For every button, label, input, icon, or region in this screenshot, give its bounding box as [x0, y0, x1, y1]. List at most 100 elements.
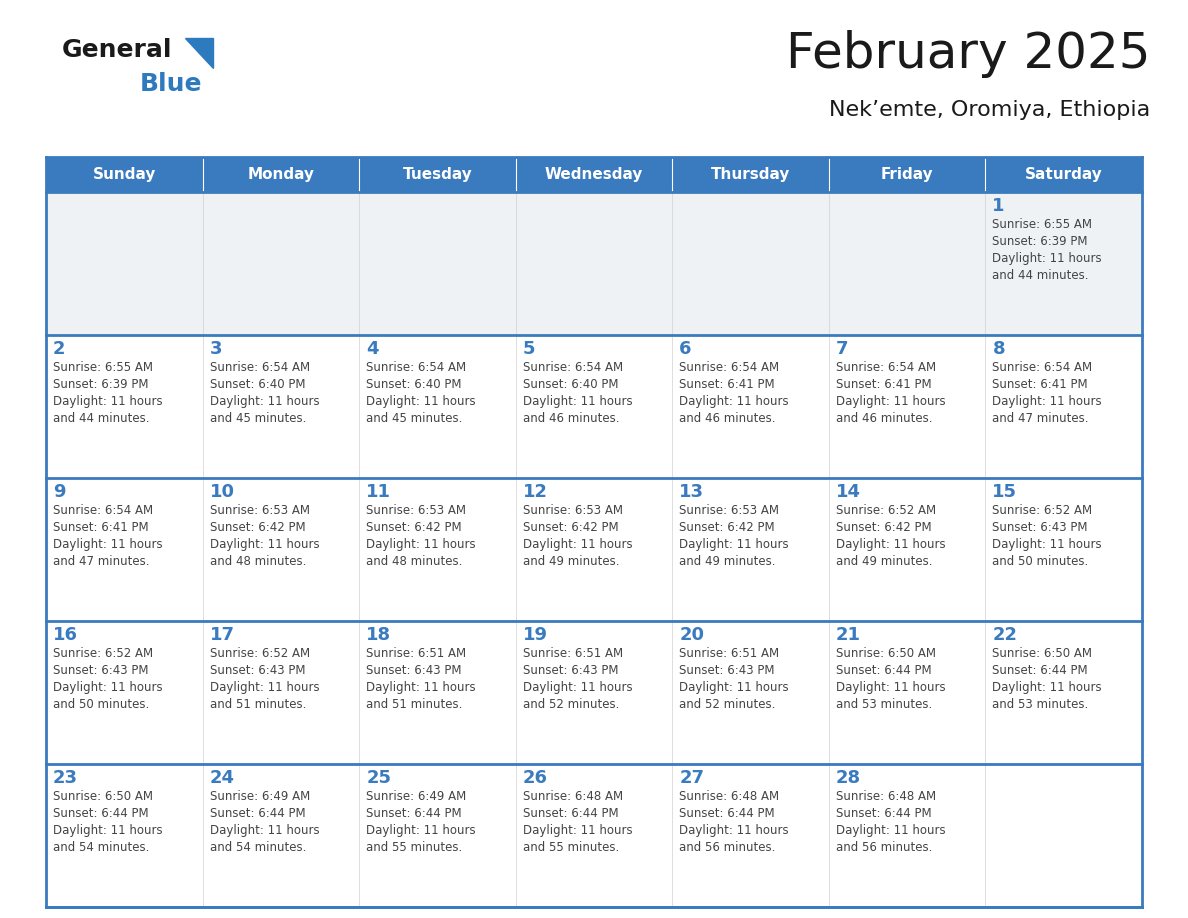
Text: Sunset: 6:43 PM: Sunset: 6:43 PM [366, 664, 462, 677]
Text: and 45 minutes.: and 45 minutes. [366, 412, 462, 425]
Text: Sunrise: 6:48 AM: Sunrise: 6:48 AM [836, 790, 936, 803]
Text: 8: 8 [992, 340, 1005, 358]
Text: Sunset: 6:41 PM: Sunset: 6:41 PM [992, 378, 1088, 391]
Text: and 52 minutes.: and 52 minutes. [523, 698, 619, 711]
Text: 14: 14 [836, 483, 861, 501]
Text: Sunrise: 6:48 AM: Sunrise: 6:48 AM [680, 790, 779, 803]
Text: 12: 12 [523, 483, 548, 501]
Text: Tuesday: Tuesday [403, 167, 473, 182]
Text: Friday: Friday [880, 167, 934, 182]
Text: and 51 minutes.: and 51 minutes. [366, 698, 462, 711]
Text: Daylight: 11 hours: Daylight: 11 hours [53, 824, 163, 837]
Text: and 46 minutes.: and 46 minutes. [523, 412, 619, 425]
Text: Monday: Monday [247, 167, 315, 182]
Text: Daylight: 11 hours: Daylight: 11 hours [992, 681, 1102, 694]
Text: 23: 23 [53, 769, 78, 787]
Text: Sunset: 6:43 PM: Sunset: 6:43 PM [523, 664, 618, 677]
Text: 11: 11 [366, 483, 391, 501]
Text: 24: 24 [209, 769, 234, 787]
Text: Sunrise: 6:53 AM: Sunrise: 6:53 AM [209, 504, 310, 517]
Text: and 53 minutes.: and 53 minutes. [836, 698, 933, 711]
Text: Sunset: 6:41 PM: Sunset: 6:41 PM [53, 521, 148, 534]
Text: February 2025: February 2025 [785, 30, 1150, 78]
Text: Sunrise: 6:53 AM: Sunrise: 6:53 AM [680, 504, 779, 517]
Text: Sunrise: 6:50 AM: Sunrise: 6:50 AM [992, 647, 1093, 660]
Text: Sunset: 6:44 PM: Sunset: 6:44 PM [209, 807, 305, 820]
Text: Daylight: 11 hours: Daylight: 11 hours [523, 681, 632, 694]
Text: and 48 minutes.: and 48 minutes. [209, 555, 307, 568]
Text: and 55 minutes.: and 55 minutes. [523, 841, 619, 854]
Text: 7: 7 [836, 340, 848, 358]
Text: Sunset: 6:40 PM: Sunset: 6:40 PM [366, 378, 462, 391]
Text: 3: 3 [209, 340, 222, 358]
Text: Sunrise: 6:48 AM: Sunrise: 6:48 AM [523, 790, 623, 803]
Text: Sunrise: 6:49 AM: Sunrise: 6:49 AM [209, 790, 310, 803]
Text: Sunrise: 6:54 AM: Sunrise: 6:54 AM [53, 504, 153, 517]
Text: Sunset: 6:44 PM: Sunset: 6:44 PM [992, 664, 1088, 677]
Text: and 44 minutes.: and 44 minutes. [992, 269, 1089, 282]
Text: and 49 minutes.: and 49 minutes. [523, 555, 619, 568]
Text: Sunrise: 6:54 AM: Sunrise: 6:54 AM [680, 361, 779, 374]
Text: and 51 minutes.: and 51 minutes. [209, 698, 307, 711]
Text: Sunday: Sunday [93, 167, 156, 182]
Text: Daylight: 11 hours: Daylight: 11 hours [53, 395, 163, 408]
Text: and 46 minutes.: and 46 minutes. [680, 412, 776, 425]
Text: Thursday: Thursday [710, 167, 790, 182]
Text: and 56 minutes.: and 56 minutes. [836, 841, 933, 854]
Text: Sunset: 6:43 PM: Sunset: 6:43 PM [992, 521, 1088, 534]
Text: 26: 26 [523, 769, 548, 787]
Text: General: General [62, 38, 172, 62]
Text: 4: 4 [366, 340, 379, 358]
Text: 18: 18 [366, 626, 391, 644]
Text: Daylight: 11 hours: Daylight: 11 hours [209, 538, 320, 551]
Text: Sunrise: 6:51 AM: Sunrise: 6:51 AM [366, 647, 466, 660]
Text: 5: 5 [523, 340, 536, 358]
Text: Sunrise: 6:50 AM: Sunrise: 6:50 AM [53, 790, 153, 803]
Text: and 54 minutes.: and 54 minutes. [53, 841, 150, 854]
Text: Sunset: 6:44 PM: Sunset: 6:44 PM [836, 807, 931, 820]
Text: 6: 6 [680, 340, 691, 358]
Text: Sunrise: 6:54 AM: Sunrise: 6:54 AM [366, 361, 466, 374]
Text: and 50 minutes.: and 50 minutes. [992, 555, 1088, 568]
Text: and 53 minutes.: and 53 minutes. [992, 698, 1088, 711]
Text: Sunset: 6:42 PM: Sunset: 6:42 PM [366, 521, 462, 534]
Text: Saturday: Saturday [1025, 167, 1102, 182]
Text: Daylight: 11 hours: Daylight: 11 hours [53, 538, 163, 551]
Text: and 47 minutes.: and 47 minutes. [53, 555, 150, 568]
Text: Sunset: 6:40 PM: Sunset: 6:40 PM [523, 378, 618, 391]
Text: Sunrise: 6:49 AM: Sunrise: 6:49 AM [366, 790, 467, 803]
Text: and 46 minutes.: and 46 minutes. [836, 412, 933, 425]
Text: Sunrise: 6:53 AM: Sunrise: 6:53 AM [366, 504, 466, 517]
Text: Sunset: 6:42 PM: Sunset: 6:42 PM [680, 521, 775, 534]
Text: and 49 minutes.: and 49 minutes. [680, 555, 776, 568]
Text: Daylight: 11 hours: Daylight: 11 hours [366, 824, 475, 837]
Text: Daylight: 11 hours: Daylight: 11 hours [523, 395, 632, 408]
Text: Sunset: 6:44 PM: Sunset: 6:44 PM [680, 807, 775, 820]
Text: and 45 minutes.: and 45 minutes. [209, 412, 307, 425]
Text: Daylight: 11 hours: Daylight: 11 hours [523, 538, 632, 551]
Text: Sunrise: 6:55 AM: Sunrise: 6:55 AM [992, 218, 1093, 231]
Text: Daylight: 11 hours: Daylight: 11 hours [836, 395, 946, 408]
Text: Sunrise: 6:53 AM: Sunrise: 6:53 AM [523, 504, 623, 517]
Text: Sunset: 6:43 PM: Sunset: 6:43 PM [53, 664, 148, 677]
Text: Sunset: 6:41 PM: Sunset: 6:41 PM [836, 378, 931, 391]
Text: Blue: Blue [140, 72, 202, 96]
Text: Sunrise: 6:55 AM: Sunrise: 6:55 AM [53, 361, 153, 374]
Text: and 47 minutes.: and 47 minutes. [992, 412, 1089, 425]
Text: Sunset: 6:44 PM: Sunset: 6:44 PM [53, 807, 148, 820]
Text: Daylight: 11 hours: Daylight: 11 hours [366, 681, 475, 694]
Text: and 44 minutes.: and 44 minutes. [53, 412, 150, 425]
Text: Daylight: 11 hours: Daylight: 11 hours [680, 538, 789, 551]
Text: and 56 minutes.: and 56 minutes. [680, 841, 776, 854]
Text: Sunset: 6:41 PM: Sunset: 6:41 PM [680, 378, 775, 391]
Text: and 50 minutes.: and 50 minutes. [53, 698, 150, 711]
Text: 28: 28 [836, 769, 861, 787]
Text: Daylight: 11 hours: Daylight: 11 hours [366, 395, 475, 408]
Text: Nek’emte, Oromiya, Ethiopia: Nek’emte, Oromiya, Ethiopia [829, 100, 1150, 120]
Text: Daylight: 11 hours: Daylight: 11 hours [680, 681, 789, 694]
Text: Sunrise: 6:54 AM: Sunrise: 6:54 AM [523, 361, 623, 374]
Text: 25: 25 [366, 769, 391, 787]
Text: Daylight: 11 hours: Daylight: 11 hours [366, 538, 475, 551]
Text: Sunset: 6:44 PM: Sunset: 6:44 PM [836, 664, 931, 677]
Text: 10: 10 [209, 483, 234, 501]
